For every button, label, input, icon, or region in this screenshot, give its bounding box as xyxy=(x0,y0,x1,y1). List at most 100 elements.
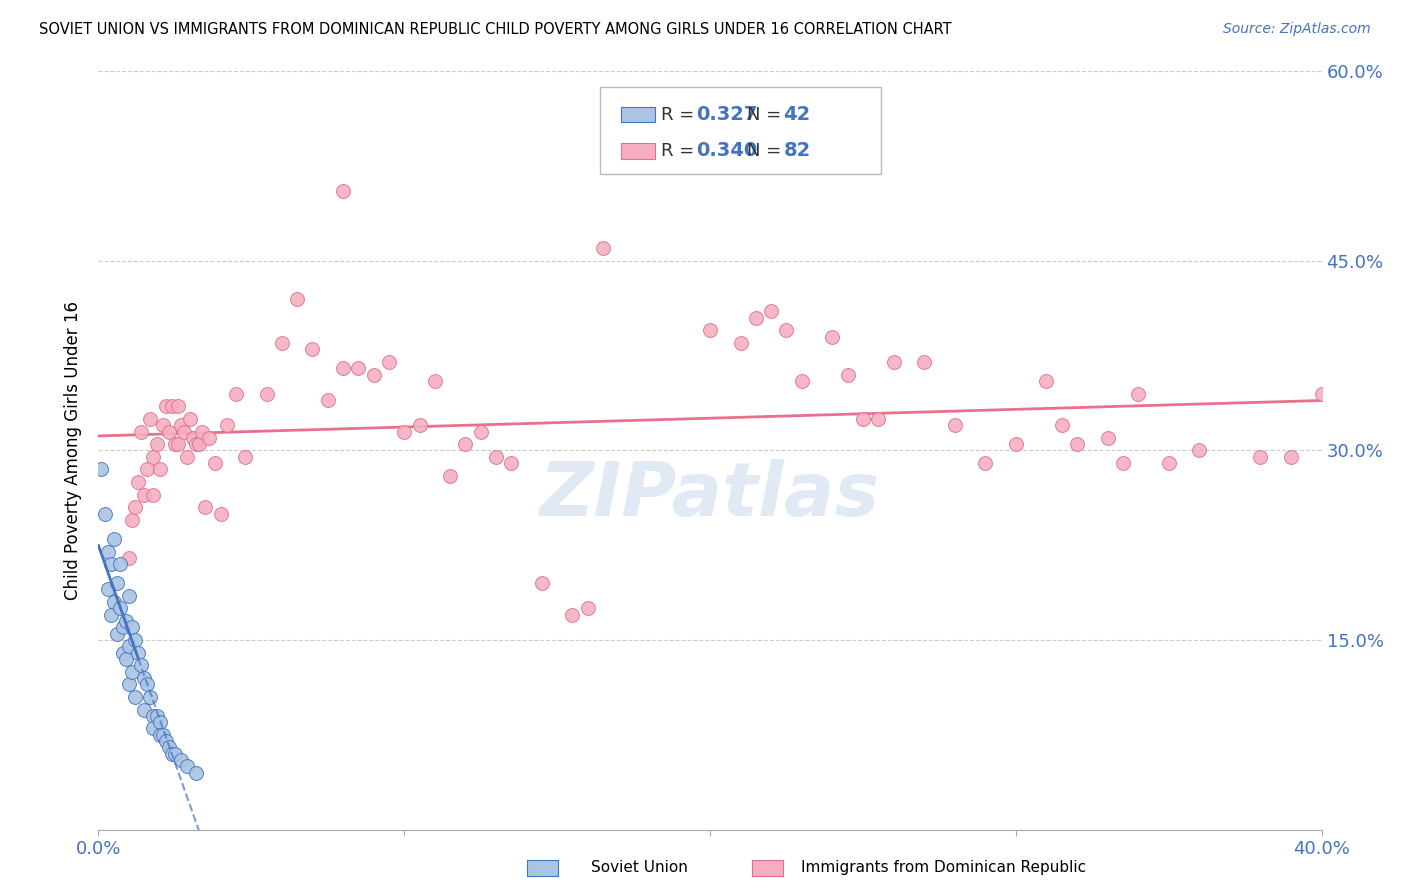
Point xyxy=(233,450,256,464)
Point xyxy=(108,601,131,615)
Point xyxy=(129,425,152,439)
Point xyxy=(485,450,508,464)
Point xyxy=(439,468,461,483)
Point xyxy=(127,646,149,660)
Point xyxy=(157,740,180,755)
Text: 0.327: 0.327 xyxy=(696,105,758,124)
Point xyxy=(136,677,159,691)
Point xyxy=(105,626,128,640)
Text: R =: R = xyxy=(661,105,700,124)
FancyBboxPatch shape xyxy=(620,107,655,122)
Point xyxy=(160,399,183,413)
Point xyxy=(111,620,134,634)
Point xyxy=(142,708,165,723)
Point xyxy=(115,614,138,628)
Point xyxy=(152,418,174,433)
Point xyxy=(423,374,446,388)
Point xyxy=(204,456,226,470)
Point xyxy=(332,361,354,376)
Point xyxy=(186,437,208,451)
Point xyxy=(129,658,152,673)
Text: Source: ZipAtlas.com: Source: ZipAtlas.com xyxy=(1223,22,1371,37)
Point xyxy=(105,576,128,591)
Point xyxy=(745,310,768,325)
Point xyxy=(561,607,583,622)
Point xyxy=(145,708,167,723)
Point xyxy=(181,431,204,445)
Point xyxy=(121,620,143,634)
Point xyxy=(1310,386,1333,401)
FancyBboxPatch shape xyxy=(600,87,882,174)
Point xyxy=(378,355,401,369)
Point xyxy=(592,241,614,255)
Point xyxy=(699,323,721,337)
Point xyxy=(170,753,193,767)
Point xyxy=(301,343,323,357)
Point xyxy=(576,601,599,615)
Point xyxy=(142,722,165,736)
Point xyxy=(121,665,143,679)
Point xyxy=(97,544,120,558)
Text: 82: 82 xyxy=(783,142,811,161)
Point xyxy=(943,418,966,433)
Point xyxy=(142,488,165,502)
Point xyxy=(347,361,370,376)
Point xyxy=(215,418,238,433)
Point xyxy=(149,715,172,730)
Text: ZIPatlas: ZIPatlas xyxy=(540,459,880,533)
Point xyxy=(912,355,935,369)
Point xyxy=(103,595,125,609)
Point xyxy=(115,652,138,666)
Point xyxy=(167,437,190,451)
Point xyxy=(454,437,477,451)
Point xyxy=(103,532,125,546)
FancyBboxPatch shape xyxy=(620,144,655,159)
Text: Immigrants from Dominican Republic: Immigrants from Dominican Republic xyxy=(801,860,1087,874)
Point xyxy=(111,646,134,660)
Point xyxy=(139,412,162,426)
Text: Soviet Union: Soviet Union xyxy=(591,860,688,874)
Point xyxy=(134,488,156,502)
Point xyxy=(121,513,143,527)
Point xyxy=(100,557,122,572)
Point xyxy=(118,677,141,691)
Point xyxy=(127,475,149,489)
Point xyxy=(1050,418,1073,433)
Point xyxy=(152,728,174,742)
Point xyxy=(108,557,131,572)
Point xyxy=(1188,443,1211,458)
Point xyxy=(124,633,146,648)
Point xyxy=(176,759,198,773)
Point xyxy=(316,392,339,407)
Text: 42: 42 xyxy=(783,105,811,124)
Point xyxy=(173,425,195,439)
Point xyxy=(1004,437,1026,451)
Point xyxy=(392,425,416,439)
Point xyxy=(188,437,211,451)
Point xyxy=(209,507,232,521)
Point xyxy=(142,450,165,464)
Point xyxy=(256,386,278,401)
Point xyxy=(93,507,115,521)
Point xyxy=(225,386,247,401)
Point xyxy=(176,450,198,464)
Point xyxy=(790,374,813,388)
Point xyxy=(134,702,156,716)
Point xyxy=(1128,386,1150,401)
Point xyxy=(191,425,214,439)
Point xyxy=(730,336,752,351)
Point xyxy=(1035,374,1057,388)
Point xyxy=(501,456,523,470)
Point xyxy=(139,690,162,704)
Point xyxy=(1157,456,1180,470)
Point xyxy=(134,671,156,685)
Point xyxy=(194,500,217,515)
Point xyxy=(408,418,430,433)
Point xyxy=(530,576,553,591)
Text: N =: N = xyxy=(747,105,787,124)
Point xyxy=(170,418,193,433)
Text: SOVIET UNION VS IMMIGRANTS FROM DOMINICAN REPUBLIC CHILD POVERTY AMONG GIRLS UND: SOVIET UNION VS IMMIGRANTS FROM DOMINICA… xyxy=(39,22,952,37)
Point xyxy=(1279,450,1302,464)
Point xyxy=(118,550,141,565)
Point xyxy=(124,500,146,515)
